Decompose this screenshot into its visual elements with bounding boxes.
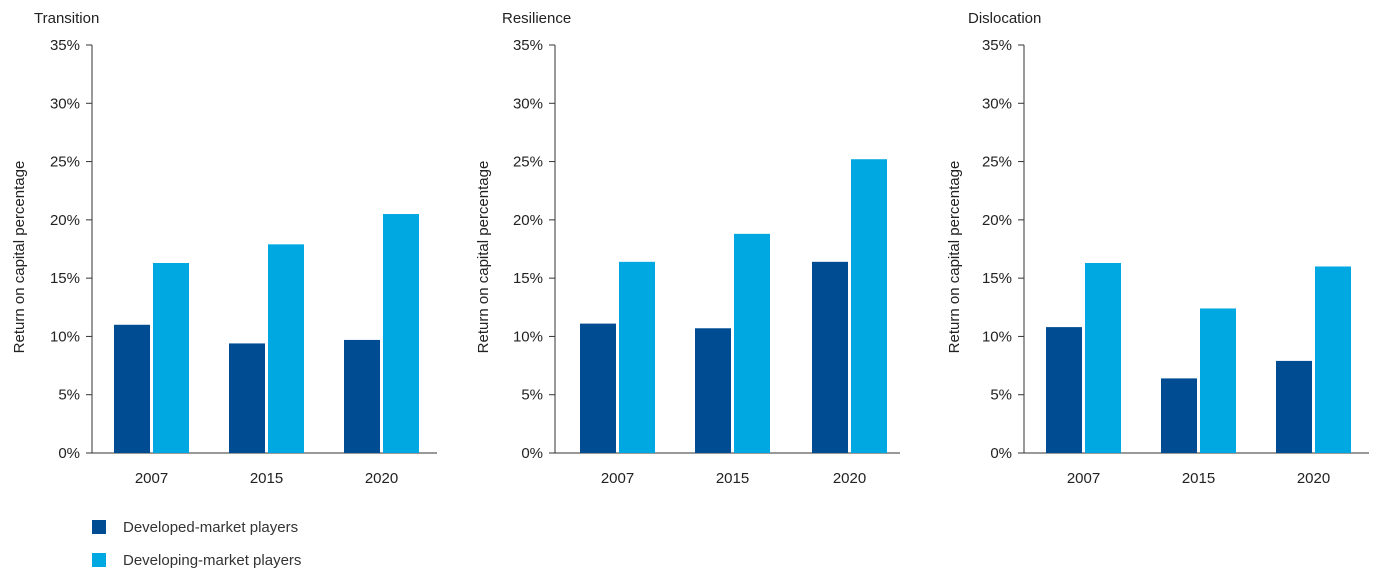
- legend-item-developing: Developing-market players: [92, 550, 301, 570]
- legend-swatch-developing: [92, 553, 106, 567]
- bar-developing-2015: [268, 244, 304, 453]
- bar-developed-2007: [114, 324, 150, 453]
- bar-developed-2020: [812, 261, 848, 453]
- y-tick-label: 0%: [521, 445, 543, 462]
- legend-label-developed: Developed-market players: [123, 518, 299, 536]
- y-tick-label: 5%: [990, 387, 1012, 404]
- x-tick-label: 2007: [1067, 470, 1100, 487]
- x-tick-label: 2007: [135, 470, 168, 487]
- bar-developed-2015: [695, 328, 731, 453]
- panel-title: Transition: [34, 10, 99, 27]
- y-axis-label: Return on capital percentage: [475, 161, 492, 354]
- legend-item-developed: Developed-market players: [92, 517, 301, 537]
- panel-title: Resilience: [502, 10, 571, 27]
- x-tick-label: 2015: [1182, 470, 1215, 487]
- y-tick-label: 20%: [513, 212, 543, 229]
- panel-dislocation: Dislocation 0% 5% 10% 15% 20% 25% 30% 35% Return …: [946, 10, 1369, 487]
- y-tick-label: 20%: [982, 212, 1012, 229]
- panel-title: Dislocation: [968, 10, 1041, 27]
- x-tick-label: 2020: [833, 470, 866, 487]
- legend-label-developing: Developing-market players: [123, 551, 302, 569]
- y-tick-label: 15%: [50, 270, 80, 287]
- y-tick-label: 25%: [50, 154, 80, 171]
- y-tick-label: 15%: [513, 270, 543, 287]
- y-tick-label: 35%: [513, 37, 543, 54]
- legend-swatch-developed: [92, 520, 106, 534]
- x-tick-label: 2020: [365, 470, 398, 487]
- bar-developing-2007: [153, 262, 189, 453]
- bar-developed-2007: [1046, 327, 1082, 453]
- y-tick-label: 25%: [513, 154, 543, 171]
- bar-developing-2007: [1085, 262, 1121, 453]
- y-tick-label: 30%: [50, 95, 80, 112]
- bar-developed-2020: [344, 339, 380, 453]
- x-tick-label: 2015: [716, 470, 749, 487]
- y-tick-label: 5%: [58, 387, 80, 404]
- y-tick-label: 10%: [50, 328, 80, 345]
- legend: Developed-market players Developing-mark…: [92, 517, 301, 583]
- bar-developing-2007: [619, 261, 655, 453]
- x-tick-label: 2020: [1297, 470, 1330, 487]
- panel-transition: Transition 0% 5% 10% 15% 20% 25% 30% 35% Return o…: [11, 10, 437, 487]
- bar-developed-2015: [229, 343, 265, 453]
- panel-resilience: Resilience 0% 5% 10% 15% 20% 25% 30% 35% Return o…: [475, 10, 900, 487]
- y-tick-label: 0%: [58, 445, 80, 462]
- y-tick-label: 30%: [513, 95, 543, 112]
- y-axis-label: Return on capital percentage: [11, 161, 28, 354]
- bar-developing-2015: [734, 233, 770, 453]
- y-tick-label: 20%: [50, 212, 80, 229]
- bar-developing-2020: [1315, 266, 1351, 453]
- bar-developing-2020: [383, 214, 419, 453]
- y-axis-label: Return on capital percentage: [946, 161, 963, 354]
- y-tick-label: 10%: [513, 328, 543, 345]
- x-tick-label: 2015: [250, 470, 283, 487]
- y-tick-label: 15%: [982, 270, 1012, 287]
- bar-developed-2015: [1161, 378, 1197, 453]
- x-tick-label: 2007: [601, 470, 634, 487]
- y-tick-label: 0%: [990, 445, 1012, 462]
- bar-developing-2020: [851, 159, 887, 454]
- y-tick-label: 35%: [982, 37, 1012, 54]
- y-tick-label: 30%: [982, 95, 1012, 112]
- bar-developed-2020: [1276, 360, 1312, 453]
- y-tick-label: 10%: [982, 328, 1012, 345]
- y-tick-label: 5%: [521, 387, 543, 404]
- bar-developed-2007: [580, 323, 616, 453]
- y-tick-label: 35%: [50, 37, 80, 54]
- y-tick-label: 25%: [982, 154, 1012, 171]
- bar-developing-2015: [1200, 308, 1236, 453]
